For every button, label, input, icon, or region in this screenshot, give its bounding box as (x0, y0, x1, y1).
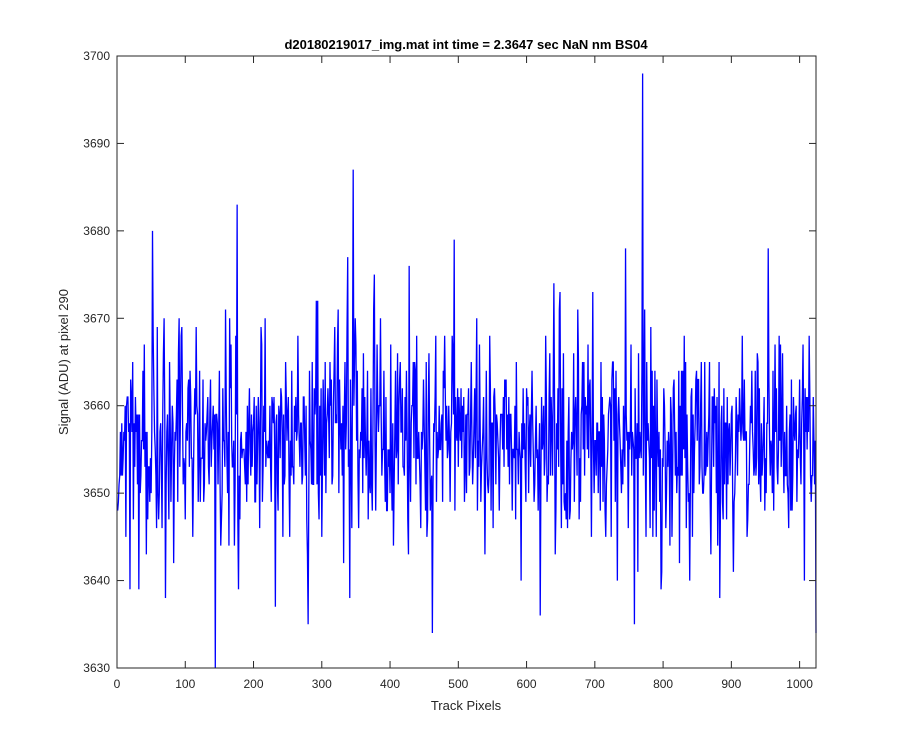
series-line (117, 73, 817, 669)
x-tick-label: 500 (448, 677, 468, 691)
x-tick-label: 1000 (786, 677, 813, 691)
x-tick-label: 300 (312, 677, 332, 691)
y-tick-label: 3670 (83, 311, 110, 325)
y-tick-label: 3640 (83, 574, 110, 588)
series-layer (117, 73, 817, 669)
axes-box (116, 55, 817, 669)
y-tick-label: 3660 (83, 399, 110, 413)
x-axis-label: Track Pixels (431, 698, 502, 713)
ticks-layer: 0 100 200 300 400 500 600 700 800 900 1000 3630 3640… (83, 49, 816, 691)
y-tick-label: 3690 (83, 136, 110, 150)
y-tick-label: 3630 (83, 661, 110, 675)
y-axis-label: Signal (ADU) at pixel 290 (56, 289, 71, 435)
x-tick-label: 900 (721, 677, 741, 691)
y-tick-label: 3650 (83, 486, 110, 500)
x-tick-label: 0 (114, 677, 121, 691)
x-tick-label: 700 (585, 677, 605, 691)
y-tick-label: 3700 (83, 49, 110, 63)
x-tick-label: 200 (244, 677, 264, 691)
x-tick-label: 400 (380, 677, 400, 691)
x-tick-label: 800 (653, 677, 673, 691)
x-tick-label: 600 (517, 677, 537, 691)
x-tick-label: 100 (175, 677, 195, 691)
axes-background (117, 56, 816, 668)
chart-title: d20180219017_img.mat int time = 2.3647 s… (284, 37, 648, 52)
y-tick-label: 3680 (83, 224, 110, 238)
